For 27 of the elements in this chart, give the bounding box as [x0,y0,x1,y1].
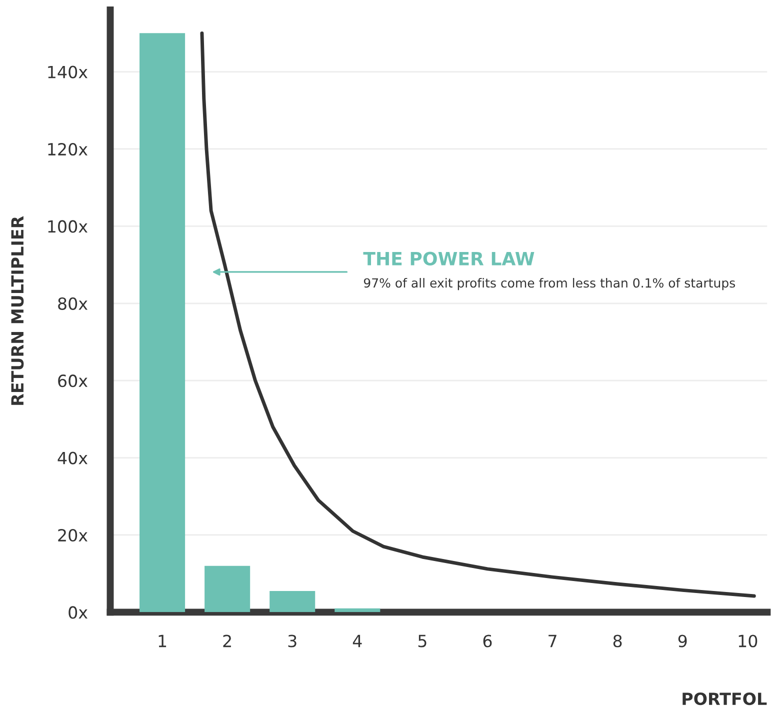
x-tick-label: 6 [483,634,492,648]
x-tick-label: 3 [288,634,296,648]
y-tick-label: 140x [48,66,88,78]
y-tick-label: 0x [68,606,88,619]
x-tick-label: 8 [613,634,622,648]
y-tick-label: 40x [58,452,88,464]
line-series [200,31,756,598]
bar [334,608,380,612]
y-tick-label: 100x [48,220,88,233]
x-tick-label: 4 [352,634,362,648]
bar [270,590,316,612]
x-tick-label: 9 [678,634,687,648]
x-tick-label: 2 [223,634,231,648]
y-tick-label: 20x [58,528,88,542]
x-axis-title: PORTFOL [682,692,767,706]
x-tick-label: 7 [548,634,556,648]
x-tick-label: 10 [738,634,758,648]
bar [204,566,250,612]
y-tick-label: 120x [48,142,88,156]
y-tick-label: 60x [58,374,88,388]
y-tick-label: 80x [58,297,88,310]
annotation: 97% of all exit profits come from less than 0.1% of startups [364,278,736,290]
bar [140,33,186,612]
x-tick-label: 5 [418,634,426,648]
annotation: THE POWER LAW [363,252,534,266]
x-tick-label: 1 [158,634,166,648]
y-axis-title: RETURN MULTIPLIER [11,216,24,405]
